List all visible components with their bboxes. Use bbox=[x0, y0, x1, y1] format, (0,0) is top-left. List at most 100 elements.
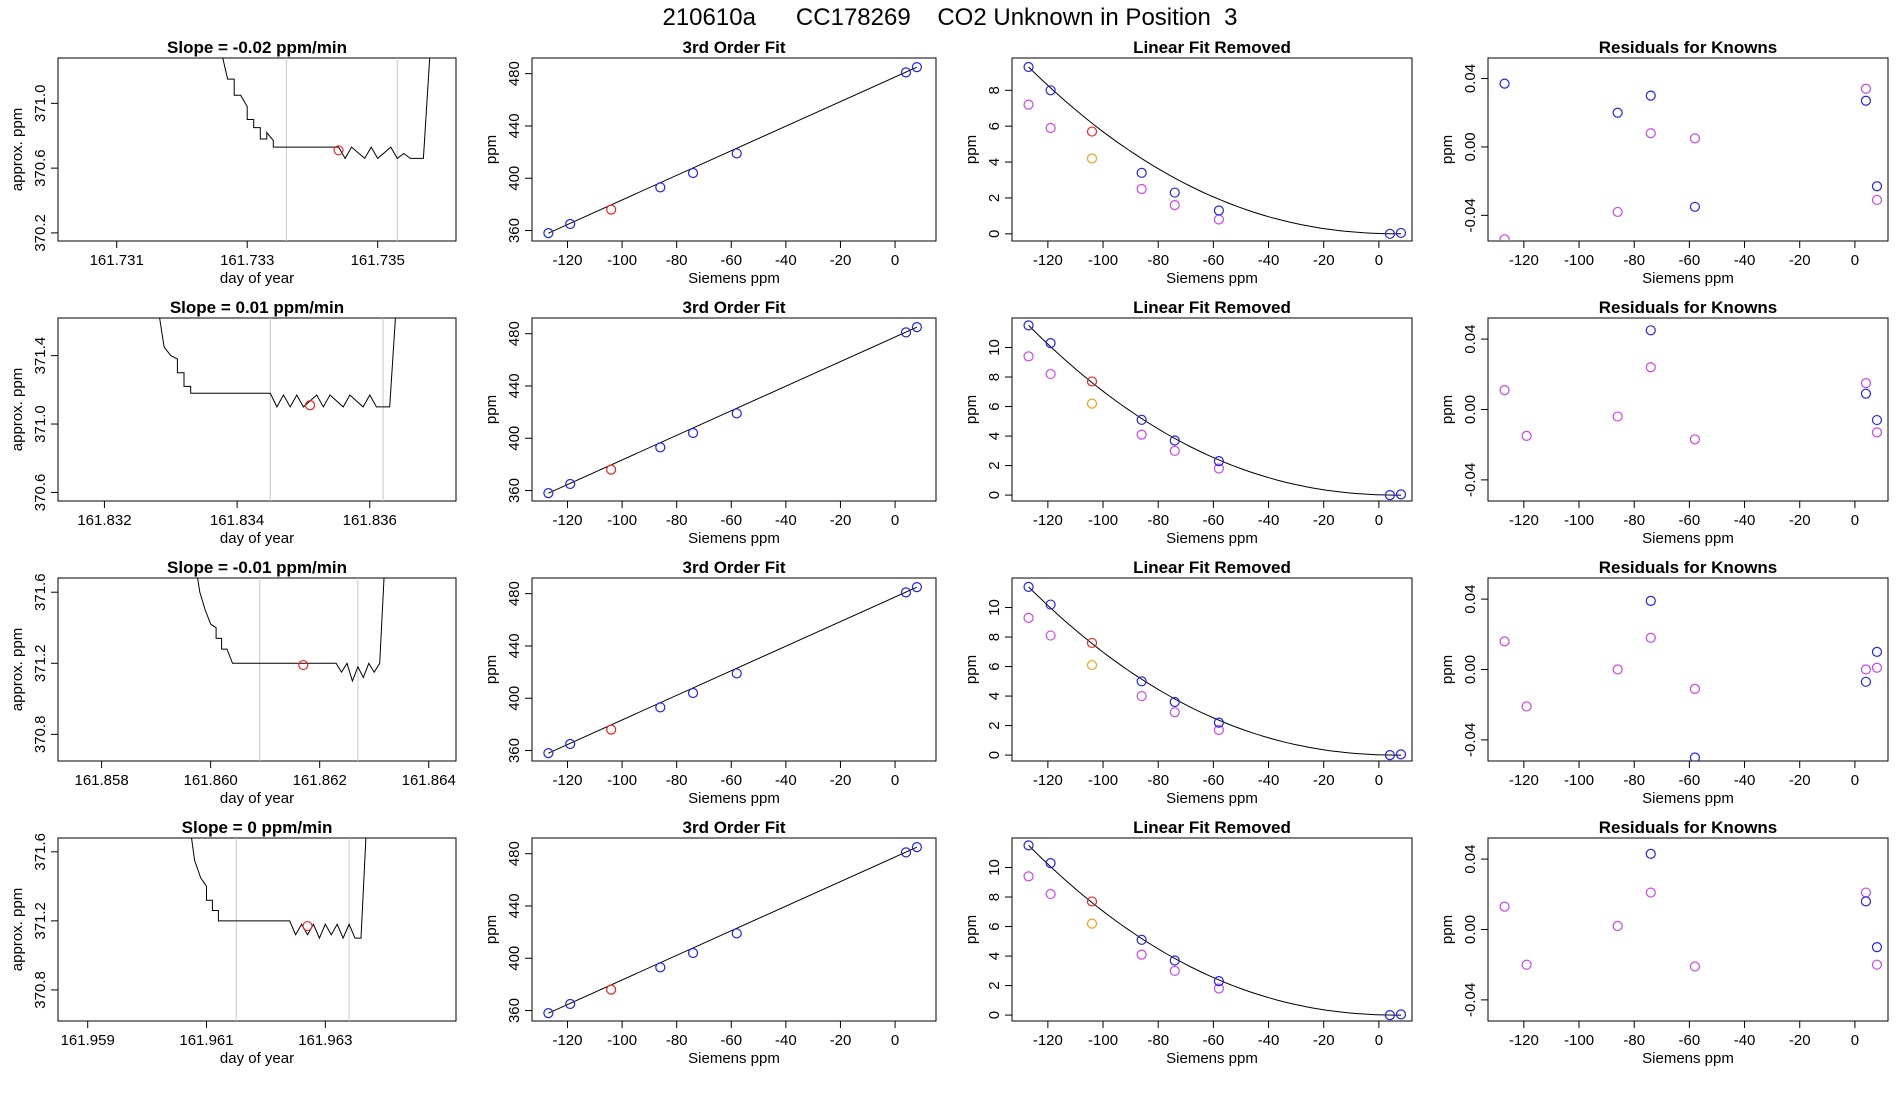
y-tick-label: 370.6 bbox=[32, 474, 49, 512]
x-tick-label: -80 bbox=[1623, 772, 1645, 789]
fit-line bbox=[548, 326, 918, 494]
y-tick-label: 370.2 bbox=[32, 214, 49, 252]
plot-frame bbox=[1011, 57, 1413, 242]
panel-title: Residuals for Knowns bbox=[1599, 558, 1778, 577]
unknown-point bbox=[298, 659, 309, 671]
residual-point bbox=[1612, 206, 1623, 218]
y-tick-label: 0 bbox=[986, 230, 1003, 238]
plot-frame bbox=[1011, 837, 1413, 1022]
panel-title: Slope = -0.01 ppm/min bbox=[167, 558, 347, 577]
x-tick-label: -80 bbox=[666, 252, 688, 269]
known-point bbox=[1023, 320, 1034, 331]
x-axis-label: Siemens ppm bbox=[1166, 1050, 1258, 1067]
panel-residuals-row-1: Residuals for Knowns -120 -100 -80 -60 -40 -20… bbox=[1439, 38, 1889, 287]
panel-title: Linear Fit Removed bbox=[1133, 298, 1291, 317]
known-point bbox=[1384, 228, 1396, 239]
y-tick-label: 370.8 bbox=[32, 716, 49, 754]
x-tick-label: -100 bbox=[1088, 772, 1118, 789]
known-point bbox=[731, 928, 742, 939]
panel-title: Linear Fit Removed bbox=[1133, 818, 1291, 837]
known-point bbox=[1860, 95, 1872, 106]
x-tick-label: -20 bbox=[1313, 772, 1335, 789]
known-point bbox=[1023, 61, 1034, 73]
known-point bbox=[1045, 599, 1056, 610]
panel-title: Slope = 0 ppm/min bbox=[182, 818, 333, 837]
y-tick-label: 480 bbox=[506, 581, 523, 606]
x-tick-label: -40 bbox=[1734, 252, 1756, 269]
residual-point bbox=[1645, 362, 1656, 373]
x-tick-label: -100 bbox=[607, 512, 637, 529]
x-tick-label: -100 bbox=[1564, 252, 1594, 269]
known-point bbox=[1213, 456, 1224, 467]
y-tick-label: 400 bbox=[506, 946, 523, 971]
plot-frame bbox=[1487, 837, 1889, 1022]
x-tick-label: -20 bbox=[830, 772, 852, 789]
y-tick-label: 6 bbox=[986, 922, 1003, 930]
y-axis-label: ppm bbox=[1439, 135, 1456, 164]
y-tick-label: 440 bbox=[506, 113, 523, 138]
x-tick-label: 0 bbox=[1851, 772, 1859, 789]
trace-line bbox=[191, 838, 367, 940]
y-tick-label: 400 bbox=[506, 166, 523, 191]
known-point bbox=[1023, 581, 1034, 592]
y-axis-label: ppm bbox=[483, 915, 500, 944]
x-axis-label: Siemens ppm bbox=[1166, 530, 1258, 547]
y-tick-label: 6 bbox=[986, 662, 1003, 670]
residual-point bbox=[1871, 194, 1883, 206]
residual-point bbox=[1499, 385, 1510, 396]
y-tick-label: 8 bbox=[986, 86, 1003, 94]
x-tick-label: -100 bbox=[1088, 512, 1118, 529]
x-tick-label: -60 bbox=[1203, 1032, 1225, 1049]
fit-line bbox=[548, 846, 918, 1014]
unknown-removed-point bbox=[1086, 153, 1098, 164]
known-point bbox=[1871, 646, 1883, 658]
plot-frame bbox=[1011, 577, 1413, 762]
residual-point bbox=[1023, 99, 1034, 110]
plot-area bbox=[159, 318, 396, 501]
trace-line bbox=[197, 578, 385, 683]
y-tick-label: 0.04 bbox=[1462, 845, 1479, 874]
known-point bbox=[1169, 435, 1180, 446]
y-tick-label: 0.04 bbox=[1462, 585, 1479, 614]
panel-residuals-row-3: Residuals for Knowns -120 -100 -80 -60 -40 -20… bbox=[1439, 558, 1889, 807]
known-point bbox=[655, 442, 666, 453]
residual-point bbox=[1169, 445, 1180, 456]
unknown-removed-point bbox=[1086, 398, 1098, 409]
known-point bbox=[731, 408, 742, 419]
y-tick-label: 371.0 bbox=[32, 405, 49, 443]
y-tick-label: 10 bbox=[986, 859, 1003, 876]
y-tick-label: 371.2 bbox=[32, 902, 49, 940]
y-axis-label: ppm bbox=[1439, 915, 1456, 944]
known-point bbox=[1499, 78, 1510, 89]
fit-line bbox=[548, 66, 918, 234]
x-axis-label: Siemens ppm bbox=[1166, 270, 1258, 287]
y-tick-label: 0 bbox=[986, 491, 1003, 499]
panel-title: 3rd Order Fit bbox=[683, 298, 786, 317]
residual-point bbox=[1213, 463, 1224, 474]
y-axis-label: ppm bbox=[963, 135, 980, 164]
y-tick-label: -0.04 bbox=[1462, 198, 1479, 232]
x-tick-label: -80 bbox=[1623, 252, 1645, 269]
fit-curve bbox=[1028, 66, 1401, 235]
panel-title: Residuals for Knowns bbox=[1599, 818, 1778, 837]
unknown-point bbox=[606, 984, 617, 995]
panel-trace-row-4: Slope = 0 ppm/min 161.959 161.961 161.963 37… bbox=[9, 818, 457, 1067]
plot-area bbox=[1499, 848, 1883, 972]
x-tick-label: -100 bbox=[1564, 772, 1594, 789]
plot-area bbox=[197, 578, 385, 761]
panel-title: 3rd Order Fit bbox=[683, 818, 786, 837]
residual-point bbox=[1521, 701, 1532, 712]
x-tick-label: 161.860 bbox=[184, 772, 238, 789]
y-tick-label: 8 bbox=[986, 893, 1003, 901]
known-point bbox=[1384, 1009, 1396, 1021]
x-tick-label: -40 bbox=[775, 1032, 797, 1049]
known-point bbox=[731, 668, 742, 679]
y-tick-label: -0.04 bbox=[1462, 463, 1479, 497]
panel-linear_removed-row-1: Linear Fit Removed -120 -100 -80 -60 -40 -20 0 0… bbox=[963, 38, 1413, 287]
y-tick-label: 8 bbox=[986, 633, 1003, 641]
known-point bbox=[687, 427, 699, 439]
plot-frame bbox=[531, 577, 937, 762]
known-point bbox=[1860, 896, 1872, 907]
x-tick-label: -80 bbox=[1147, 1032, 1169, 1049]
plot-area bbox=[1499, 78, 1883, 241]
